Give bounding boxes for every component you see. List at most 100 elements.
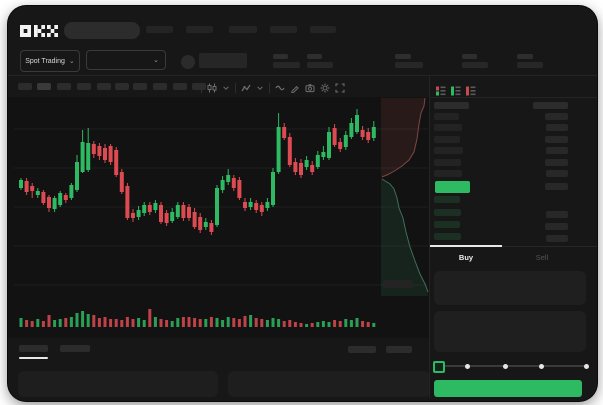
settings-gear-icon[interactable] [320, 83, 330, 93]
buy-submit-button[interactable] [434, 380, 582, 397]
ask-amount-placeholder [546, 147, 568, 154]
bid-amount-placeholder [546, 235, 568, 242]
slider-stop-dot[interactable] [538, 363, 544, 369]
ask-price-placeholder[interactable] [434, 147, 463, 154]
bid-price-placeholder[interactable] [434, 221, 460, 228]
chart-tools [201, 80, 345, 96]
bottom-action-placeholder[interactable] [348, 346, 376, 353]
book-asks-glyph [466, 86, 476, 96]
indicators-icon[interactable] [241, 83, 251, 93]
bottom-action-placeholder[interactable] [386, 346, 412, 353]
timeframe-button[interactable] [133, 83, 147, 90]
candle-style-icon[interactable] [207, 83, 217, 93]
bid-price-placeholder[interactable] [434, 196, 460, 203]
slider-track[interactable] [438, 365, 586, 367]
ask-price-placeholder[interactable] [434, 136, 460, 143]
divider [430, 246, 597, 247]
ask-price-placeholder[interactable] [434, 170, 462, 177]
ask-amount-placeholder [546, 170, 568, 177]
depth-axis-placeholder [383, 280, 413, 288]
slider-stop-dot[interactable] [583, 363, 589, 369]
divider [8, 75, 597, 76]
last-price-highlight[interactable] [435, 181, 470, 193]
chevron-down-icon[interactable] [222, 84, 230, 92]
nav-item-placeholder[interactable] [229, 26, 257, 33]
timeframe-button[interactable] [173, 83, 187, 90]
fullscreen-expand-icon[interactable] [335, 83, 345, 93]
stat-value-placeholder [395, 62, 423, 68]
slider-stop-dot[interactable] [464, 363, 470, 369]
buy-tab-indicator [430, 245, 502, 247]
stat-label-placeholder [307, 54, 322, 59]
stat-value-placeholder [307, 62, 333, 68]
slider-stop-dot[interactable] [502, 363, 508, 369]
pair-select[interactable]: ⌄ [86, 50, 166, 70]
ask-price-placeholder[interactable] [434, 159, 461, 166]
timeframe-button[interactable] [153, 83, 167, 90]
orderbook-header-price-placeholder [434, 102, 469, 109]
okx-logo-icon [20, 25, 58, 37]
coin-avatar [181, 55, 195, 69]
bid-amount-placeholder [545, 223, 568, 230]
bottom-tab-placeholder[interactable] [19, 345, 48, 352]
book-bids-icon[interactable] [451, 83, 461, 96]
tab-sell-label: Sell [535, 252, 549, 262]
chevron-down-icon: ⌄ [153, 56, 159, 64]
tab-sell[interactable]: Sell [506, 248, 578, 266]
timeframe-button[interactable] [77, 83, 91, 90]
draw-pencil-icon[interactable] [290, 83, 300, 93]
market-type-label: Spot Trading [25, 57, 65, 65]
book-asks-icon[interactable] [466, 83, 476, 96]
camera-snapshot-icon[interactable] [305, 83, 315, 93]
tab-buy[interactable]: Buy [430, 248, 502, 266]
bid-price-placeholder[interactable] [434, 209, 461, 216]
line-type-icon[interactable] [275, 83, 285, 93]
candlestick-chart[interactable] [14, 97, 430, 340]
ask-amount-placeholder [545, 136, 568, 143]
timeframe-button[interactable] [115, 83, 129, 90]
ask-amount-placeholder [546, 124, 568, 131]
timeframe-button[interactable] [18, 83, 32, 90]
chevron-down-icon[interactable] [256, 84, 264, 92]
book-both-glyph [436, 86, 446, 96]
divider [201, 83, 202, 93]
orderbook-header-amount-placeholder [533, 102, 568, 109]
bottom-tab-placeholder[interactable] [60, 345, 90, 352]
price-input-placeholder[interactable] [434, 271, 586, 305]
stat-label-placeholder [273, 54, 288, 59]
timeframe-button[interactable] [192, 83, 206, 90]
divider [429, 75, 430, 398]
book-both-icon[interactable] [436, 83, 446, 96]
pair-title-placeholder [199, 53, 247, 68]
app-window: Spot Trading ⌄ ⌄ [8, 6, 597, 401]
divider [269, 83, 270, 93]
stat-value-placeholder [462, 62, 488, 68]
app-content: Spot Trading ⌄ ⌄ [8, 6, 597, 401]
nav-item-placeholder[interactable] [270, 26, 297, 33]
nav-item-placeholder[interactable] [186, 26, 213, 33]
market-type-dropdown[interactable]: Spot Trading ⌄ [20, 50, 80, 72]
bid-amount-placeholder [546, 211, 568, 218]
ask-price-placeholder[interactable] [434, 124, 462, 131]
ask-amount-placeholder [545, 159, 568, 166]
stat-value-placeholder [517, 62, 543, 68]
bottom-panel [18, 371, 218, 397]
bottom-panel [228, 371, 430, 397]
timeframe-button[interactable] [37, 83, 51, 90]
amount-input-placeholder[interactable] [434, 311, 586, 352]
ask-amount-placeholder [545, 113, 568, 120]
search-input[interactable] [64, 22, 140, 39]
ask-price-placeholder[interactable] [434, 113, 459, 120]
okx-logo[interactable] [20, 24, 58, 37]
timeframe-button[interactable] [57, 83, 71, 90]
bid-price-placeholder[interactable] [434, 233, 461, 240]
stat-label-placeholder [517, 54, 533, 59]
last-price-amount-placeholder [545, 183, 568, 190]
timeframe-button[interactable] [97, 83, 111, 90]
stat-value-placeholder [273, 62, 300, 68]
slider-handle[interactable] [433, 361, 445, 373]
chevron-down-icon: ⌄ [68, 57, 75, 65]
book-bids-glyph [451, 86, 461, 96]
nav-item-placeholder[interactable] [310, 26, 336, 33]
nav-item-placeholder[interactable] [146, 26, 173, 33]
